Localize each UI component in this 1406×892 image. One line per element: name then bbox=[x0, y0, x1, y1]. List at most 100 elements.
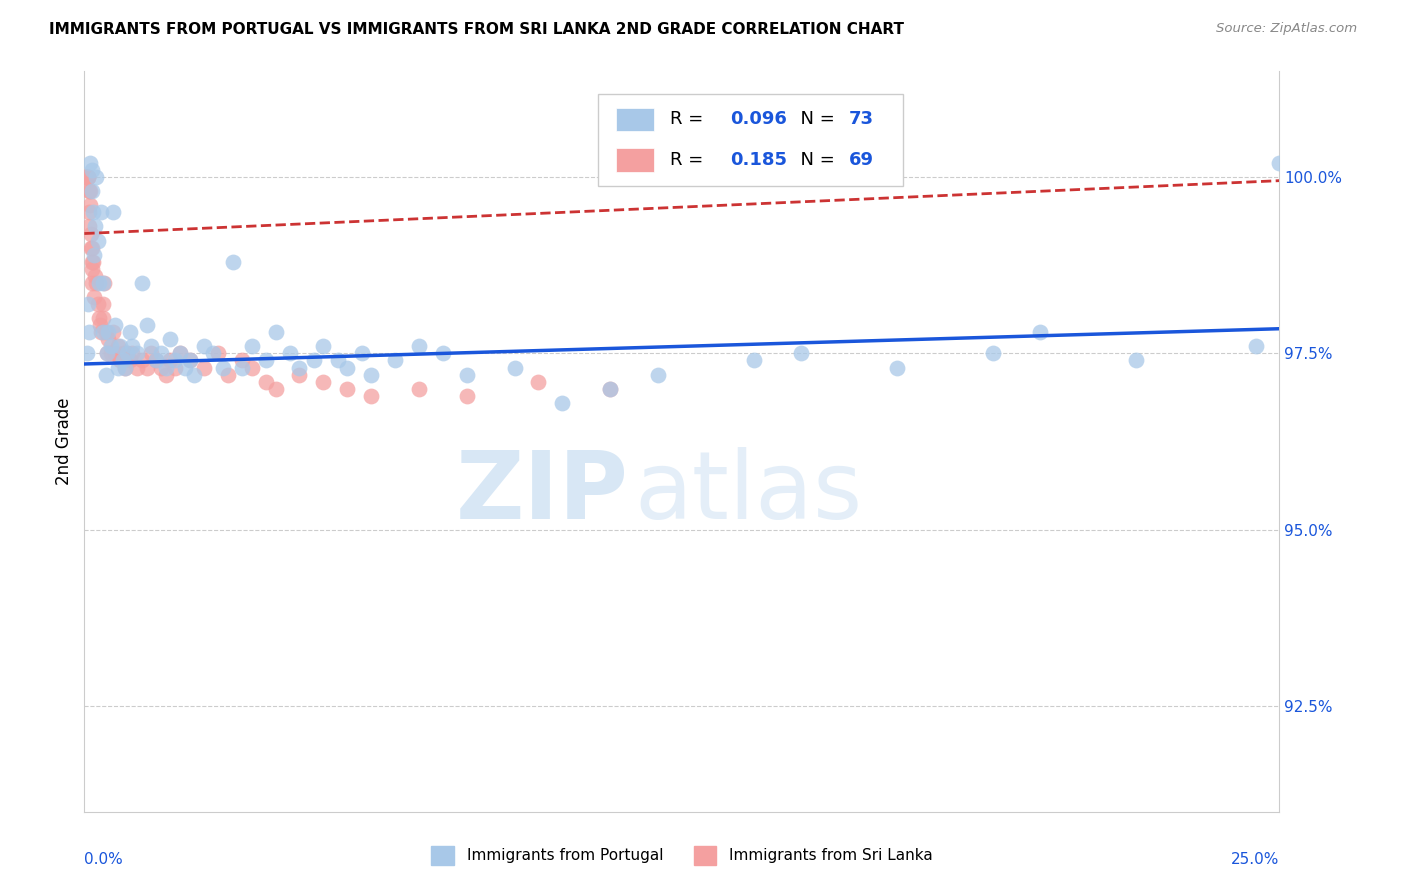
Point bbox=[221, 254, 243, 268]
Point bbox=[110, 339, 132, 353]
Point bbox=[408, 339, 430, 353]
Point bbox=[165, 353, 187, 368]
Point bbox=[212, 360, 235, 375]
Point bbox=[149, 346, 172, 360]
Point bbox=[193, 339, 215, 353]
FancyBboxPatch shape bbox=[599, 94, 903, 186]
Point bbox=[599, 382, 621, 396]
Point bbox=[254, 375, 277, 389]
Point bbox=[240, 360, 263, 375]
Point bbox=[76, 346, 98, 360]
Text: Source: ZipAtlas.com: Source: ZipAtlas.com bbox=[1216, 22, 1357, 36]
Point bbox=[1125, 353, 1147, 368]
Point bbox=[264, 325, 287, 339]
Point bbox=[83, 290, 105, 304]
Text: IMMIGRANTS FROM PORTUGAL VS IMMIGRANTS FROM SRI LANKA 2ND GRADE CORRELATION CHAR: IMMIGRANTS FROM PORTUGAL VS IMMIGRANTS F… bbox=[49, 22, 904, 37]
Point bbox=[886, 360, 908, 375]
Point bbox=[101, 325, 124, 339]
Point bbox=[97, 325, 120, 339]
Point bbox=[80, 163, 103, 178]
Text: 0.0%: 0.0% bbox=[84, 853, 124, 867]
Point bbox=[107, 360, 129, 375]
Point bbox=[336, 382, 359, 396]
Point bbox=[408, 382, 430, 396]
Point bbox=[94, 325, 117, 339]
Point bbox=[83, 219, 105, 234]
Point bbox=[207, 346, 229, 360]
Point bbox=[179, 353, 201, 368]
Point bbox=[114, 360, 136, 375]
Point bbox=[79, 198, 101, 212]
Point bbox=[125, 360, 148, 375]
Point bbox=[76, 170, 98, 185]
Point bbox=[118, 353, 141, 368]
Point bbox=[76, 170, 98, 185]
Point bbox=[145, 353, 167, 368]
Point bbox=[288, 368, 311, 382]
Point bbox=[179, 353, 201, 368]
Point bbox=[336, 360, 359, 375]
Point bbox=[77, 219, 100, 234]
Text: atlas: atlas bbox=[634, 448, 862, 540]
Point bbox=[360, 389, 382, 403]
Point bbox=[360, 368, 382, 382]
Point bbox=[93, 311, 115, 326]
Point bbox=[1029, 325, 1052, 339]
Text: N =: N = bbox=[790, 152, 841, 169]
Point bbox=[87, 311, 110, 326]
Point bbox=[503, 360, 526, 375]
Point bbox=[75, 170, 97, 185]
Point bbox=[183, 368, 205, 382]
Point bbox=[87, 297, 110, 311]
Point bbox=[527, 375, 550, 389]
Point bbox=[93, 276, 115, 290]
Point bbox=[77, 205, 100, 219]
Point bbox=[80, 261, 103, 276]
Point bbox=[193, 360, 215, 375]
Point bbox=[79, 184, 101, 198]
Point bbox=[80, 241, 103, 255]
Point bbox=[82, 276, 104, 290]
Point bbox=[80, 254, 103, 268]
Point bbox=[131, 353, 153, 368]
Point bbox=[79, 227, 101, 241]
Point bbox=[118, 325, 141, 339]
Text: N =: N = bbox=[790, 111, 841, 128]
Point bbox=[742, 353, 765, 368]
Point bbox=[125, 346, 148, 360]
Point bbox=[111, 346, 134, 360]
Point bbox=[121, 339, 143, 353]
Point bbox=[599, 382, 621, 396]
Point bbox=[79, 156, 101, 170]
Point bbox=[384, 353, 406, 368]
Point bbox=[75, 170, 97, 185]
Point bbox=[231, 360, 253, 375]
Point bbox=[551, 396, 574, 410]
Point bbox=[155, 360, 177, 375]
Point bbox=[456, 368, 478, 382]
Point bbox=[77, 184, 100, 198]
Point bbox=[169, 346, 191, 360]
Point bbox=[169, 346, 191, 360]
Text: R =: R = bbox=[671, 152, 709, 169]
Point bbox=[312, 339, 335, 353]
Point bbox=[240, 339, 263, 353]
Point bbox=[149, 360, 172, 375]
Point bbox=[77, 170, 100, 185]
Point bbox=[80, 241, 103, 255]
Legend: Immigrants from Portugal, Immigrants from Sri Lanka: Immigrants from Portugal, Immigrants fro… bbox=[425, 840, 939, 871]
Point bbox=[159, 332, 181, 346]
Point bbox=[77, 170, 100, 185]
Point bbox=[278, 346, 301, 360]
Point bbox=[135, 318, 157, 333]
Point bbox=[80, 184, 103, 198]
Point bbox=[231, 353, 253, 368]
Point bbox=[1268, 156, 1291, 170]
Point bbox=[117, 346, 139, 360]
Text: 0.096: 0.096 bbox=[730, 111, 786, 128]
Point bbox=[87, 276, 110, 290]
Point bbox=[104, 346, 127, 360]
Point bbox=[647, 368, 669, 382]
Point bbox=[326, 353, 349, 368]
Point bbox=[87, 234, 110, 248]
